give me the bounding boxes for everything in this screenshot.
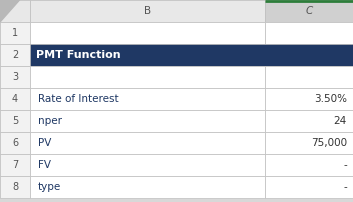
Text: 8: 8	[12, 182, 18, 192]
Bar	[30, 176, 265, 198]
Bar	[0, 22, 30, 44]
Text: 75,000: 75,000	[311, 138, 347, 148]
Bar	[30, 110, 265, 132]
Bar	[30, 0, 265, 22]
Text: 3: 3	[12, 72, 18, 82]
Text: FV: FV	[38, 160, 51, 170]
Text: PV: PV	[38, 138, 52, 148]
Bar	[0, 0, 30, 22]
Text: 4: 4	[12, 94, 18, 104]
Bar	[265, 66, 353, 88]
Bar	[30, 154, 265, 176]
Text: 5: 5	[12, 116, 18, 126]
Text: 6: 6	[12, 138, 18, 148]
Text: 24: 24	[334, 116, 347, 126]
Bar	[0, 88, 30, 110]
Text: 7: 7	[12, 160, 18, 170]
Text: nper: nper	[38, 116, 62, 126]
Text: 1: 1	[12, 28, 18, 38]
Bar	[265, 176, 353, 198]
Bar	[30, 44, 353, 66]
Text: -: -	[343, 160, 347, 170]
Bar	[0, 110, 30, 132]
Text: type: type	[38, 182, 61, 192]
Bar	[30, 88, 265, 110]
Bar	[265, 132, 353, 154]
Bar	[265, 88, 353, 110]
Bar	[265, 22, 353, 44]
Text: Rate of Interest: Rate of Interest	[38, 94, 119, 104]
Bar	[30, 132, 265, 154]
Bar	[265, 0, 353, 22]
Polygon shape	[0, 0, 19, 22]
Text: 3.50%: 3.50%	[314, 94, 347, 104]
Bar	[0, 176, 30, 198]
Bar	[30, 22, 265, 44]
Bar	[265, 154, 353, 176]
Bar	[265, 110, 353, 132]
Bar	[30, 66, 265, 88]
Text: C: C	[305, 6, 313, 16]
Bar	[0, 132, 30, 154]
Text: -: -	[343, 182, 347, 192]
Text: PMT Function: PMT Function	[36, 50, 121, 60]
Bar	[0, 66, 30, 88]
Text: 2: 2	[12, 50, 18, 60]
Bar	[0, 154, 30, 176]
Text: B: B	[144, 6, 151, 16]
Bar	[0, 44, 30, 66]
